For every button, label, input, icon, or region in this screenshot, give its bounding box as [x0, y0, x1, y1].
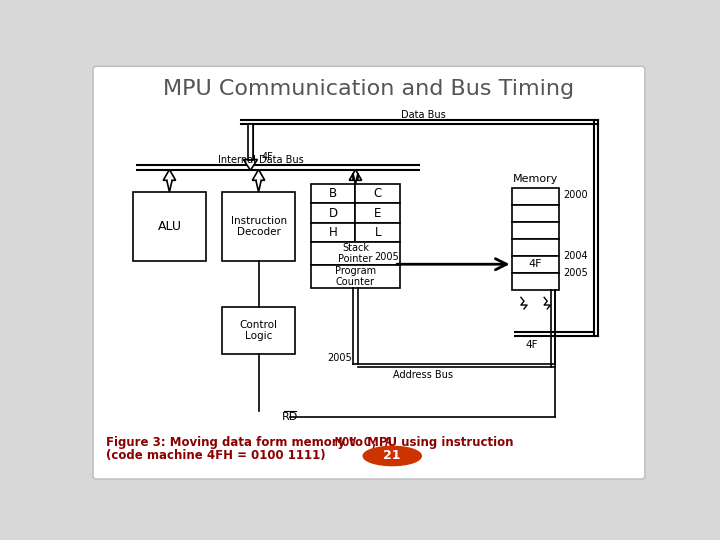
Text: RD: RD: [282, 413, 298, 422]
FancyBboxPatch shape: [93, 66, 645, 479]
Bar: [222, 192, 295, 261]
Text: Data Bus: Data Bus: [401, 110, 446, 120]
Ellipse shape: [363, 447, 421, 465]
Bar: [311, 222, 356, 242]
Text: Control
Logic: Control Logic: [240, 320, 278, 341]
Polygon shape: [163, 170, 176, 192]
Bar: [356, 204, 400, 222]
Bar: [311, 204, 356, 222]
Bar: [311, 184, 356, 204]
Bar: [513, 188, 559, 205]
Text: D: D: [328, 206, 338, 220]
Polygon shape: [253, 170, 265, 192]
Bar: [356, 184, 400, 204]
Text: (code machine 4FH = 0100 1111): (code machine 4FH = 0100 1111): [106, 449, 325, 462]
Text: MPU Communication and Bus Timing: MPU Communication and Bus Timing: [163, 79, 575, 99]
Text: 2004: 2004: [563, 251, 588, 261]
Text: Memory: Memory: [513, 174, 558, 184]
Text: H: H: [329, 226, 338, 239]
Text: 4F: 4F: [529, 259, 542, 269]
Bar: [356, 222, 400, 242]
Text: 21: 21: [384, 449, 401, 462]
Bar: [132, 192, 206, 261]
Bar: [513, 222, 559, 239]
Bar: [311, 242, 400, 265]
Text: E: E: [374, 206, 382, 220]
Text: MOV C, A: MOV C, A: [335, 436, 392, 449]
Text: 4F: 4F: [526, 340, 538, 350]
Polygon shape: [243, 159, 258, 170]
Text: Figure 3: Moving data form memory to MPU using instruction: Figure 3: Moving data form memory to MPU…: [106, 436, 517, 449]
Bar: [248, 124, 253, 159]
Bar: [513, 256, 559, 273]
Text: 2000: 2000: [563, 190, 588, 200]
Text: L: L: [374, 226, 381, 239]
Text: 2005: 2005: [563, 268, 588, 278]
Text: ALU: ALU: [158, 220, 181, 233]
Text: 2005: 2005: [328, 353, 352, 363]
Bar: [311, 265, 400, 288]
Text: B: B: [329, 187, 337, 200]
Polygon shape: [349, 170, 361, 184]
Text: Instruction
Decoder: Instruction Decoder: [230, 215, 287, 237]
Text: 2005: 2005: [374, 252, 399, 261]
Bar: [513, 273, 559, 289]
Text: Address Bus: Address Bus: [393, 370, 454, 380]
Bar: [222, 307, 295, 354]
Bar: [513, 205, 559, 222]
Text: Internal Data Bus: Internal Data Bus: [217, 156, 303, 165]
Text: Program
Counter: Program Counter: [335, 266, 376, 287]
Text: 4F: 4F: [261, 152, 273, 162]
Text: C: C: [374, 187, 382, 200]
Bar: [513, 239, 559, 256]
Text: Stack
Pointer: Stack Pointer: [338, 242, 373, 264]
